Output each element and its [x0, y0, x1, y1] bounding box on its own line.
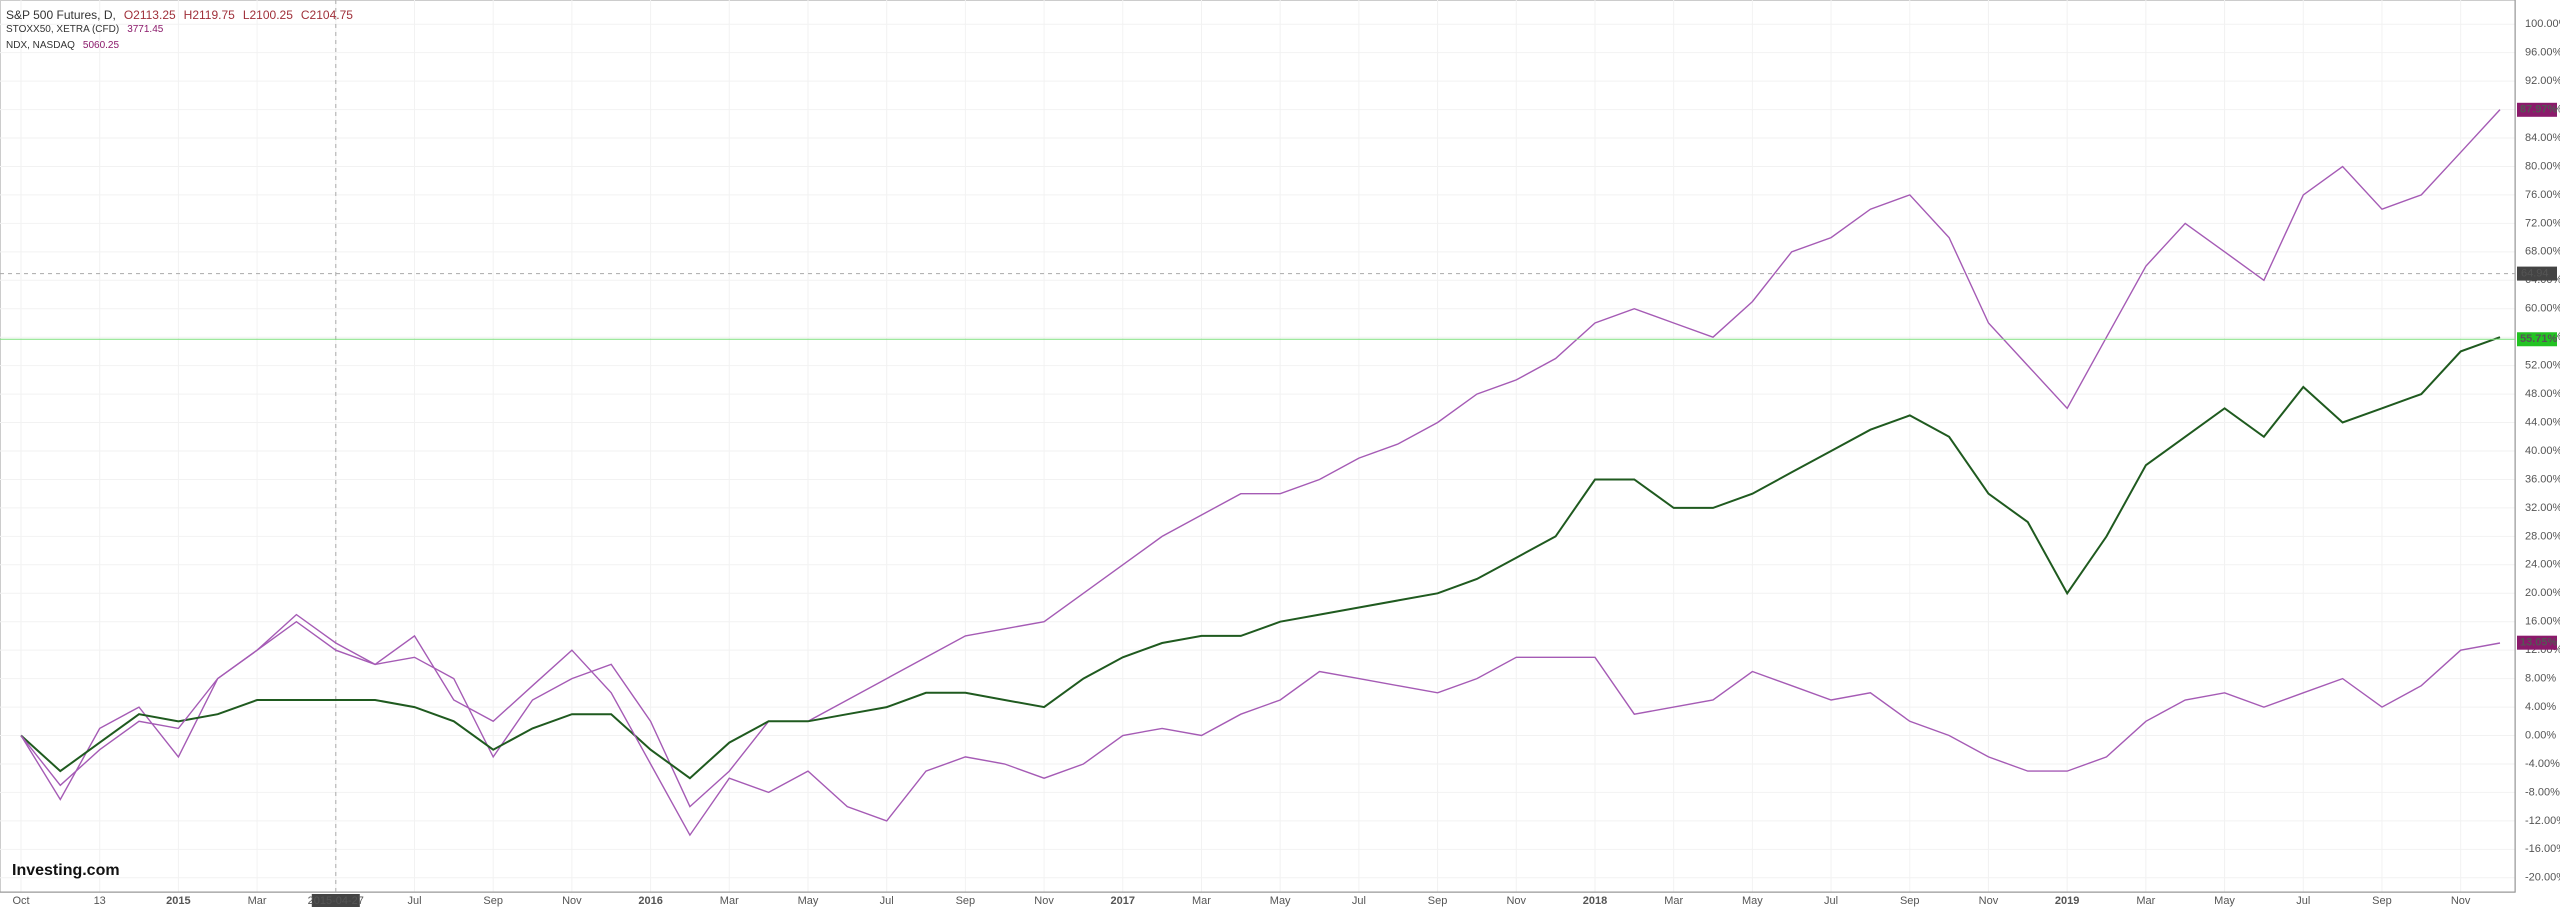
- series-line: [20, 109, 2501, 808]
- legend-entry: STOXX50, XETRA (CFD): [6, 24, 120, 35]
- series-line: [20, 336, 2501, 780]
- x-tick-label: Jul: [2296, 895, 2310, 907]
- legend-price: 5060.25: [82, 40, 120, 51]
- legend-entry: NDX, NASDAQ: [6, 40, 75, 51]
- header-compare: STOXX50, XETRA (CFD) 3771.45: [6, 24, 171, 35]
- y-tick-label: 60.00%: [2525, 303, 2560, 315]
- x-tick-label: 13: [94, 895, 106, 907]
- x-tick-label: Oct: [12, 895, 29, 907]
- price-tag: [2517, 635, 2557, 650]
- x-tick-label: Jul: [407, 895, 421, 907]
- ohlc: L2100.25: [242, 8, 293, 22]
- x-tick-label: 2015: [166, 895, 190, 907]
- x-tick-label: May: [1270, 895, 1291, 907]
- x-tick-label: Mar: [720, 895, 739, 907]
- crosshair-label: 64.94: [2521, 268, 2549, 280]
- x-tick-label: May: [798, 895, 819, 907]
- x-tick-label: 2017: [1111, 895, 1135, 907]
- y-tick-label: 28.00%: [2525, 530, 2560, 542]
- x-tick-label: Sep: [483, 895, 503, 907]
- x-tick-label: 2016: [638, 895, 662, 907]
- series-line: [20, 613, 2501, 837]
- legend-price: 3771.45: [127, 24, 164, 35]
- x-tick-label: Jul: [1824, 895, 1838, 907]
- ohlc: O2113.25: [123, 8, 176, 22]
- y-tick-label: 100.00%: [2525, 18, 2560, 30]
- y-tick-label: 8.00%: [2525, 673, 2556, 685]
- y-tick-label: 92.00%: [2525, 75, 2560, 87]
- x-tick-label: 2018: [1583, 895, 1607, 907]
- y-tick-label: -4.00%: [2525, 758, 2560, 770]
- y-tick-label: -20.00%: [2525, 872, 2560, 884]
- symbol: S&P 500 Futures, D,: [6, 8, 116, 22]
- x-tick-label: 2015-04-27: [308, 895, 364, 907]
- y-tick-label: -8.00%: [2525, 786, 2560, 798]
- y-tick-label: 80.00%: [2525, 160, 2560, 172]
- x-tick-label: Nov: [1979, 895, 1999, 907]
- y-tick-label: 36.00%: [2525, 473, 2560, 485]
- x-tick-label: Mar: [248, 895, 267, 907]
- price-tag: [2517, 102, 2557, 117]
- ohlc: C2104.75: [300, 8, 353, 22]
- y-tick-label: 4.00%: [2525, 701, 2556, 713]
- y-tick-label: -12.00%: [2525, 815, 2560, 827]
- y-tick-label: 84.00%: [2525, 132, 2560, 144]
- y-tick-label: -16.00%: [2525, 843, 2560, 855]
- x-tick-label: Nov: [1034, 895, 1054, 907]
- price-tag-label: 87.97%: [2520, 104, 2558, 116]
- y-tick-label: 0.00%: [2525, 729, 2556, 741]
- header-compare: NDX, NASDAQ 5060.25: [6, 40, 127, 51]
- y-tick-label: 16.00%: [2525, 616, 2560, 628]
- logo: Investing.com: [12, 862, 120, 879]
- x-tick-label: May: [2214, 895, 2235, 907]
- x-tick-label: Sep: [956, 895, 976, 907]
- header-main: S&P 500 Futures, D, O2113.25 H2119.75 L2100…: [6, 8, 361, 22]
- y-tick-label: 44.00%: [2525, 416, 2560, 428]
- x-tick-label: 2019: [2055, 895, 2079, 907]
- x-tick-label: May: [1742, 895, 1763, 907]
- y-tick-label: 24.00%: [2525, 559, 2560, 571]
- x-tick-label: Sep: [1428, 895, 1448, 907]
- x-tick-label: Nov: [562, 895, 582, 907]
- y-tick-label: 76.00%: [2525, 189, 2560, 201]
- y-tick-label: 32.00%: [2525, 502, 2560, 514]
- y-tick-label: 40.00%: [2525, 445, 2560, 457]
- x-tick-label: Sep: [1900, 895, 1920, 907]
- y-tick-label: 72.00%: [2525, 217, 2560, 229]
- price-tag-label: 55.71%: [2520, 333, 2558, 345]
- y-tick-label: 52.00%: [2525, 360, 2560, 372]
- y-tick-label: 96.00%: [2525, 47, 2560, 59]
- x-tick-label: Mar: [1192, 895, 1211, 907]
- x-tick-label: Jul: [880, 895, 894, 907]
- y-tick-label: 68.00%: [2525, 246, 2560, 258]
- x-tick-label: Nov: [2451, 895, 2471, 907]
- y-tick-label: 20.00%: [2525, 587, 2560, 599]
- plot-border: [0, 0, 2516, 893]
- x-tick-label: Mar: [1664, 895, 1683, 907]
- price-tag-label: 13.05%: [2520, 637, 2558, 649]
- crosshair-tag: [2517, 266, 2557, 281]
- x-tick-label: Sep: [2372, 895, 2392, 907]
- price-tag: [2517, 332, 2557, 347]
- x-tick-label: Mar: [2136, 895, 2155, 907]
- ohlc: H2119.75: [183, 8, 235, 22]
- x-tick-label: Jul: [1352, 895, 1366, 907]
- crosshair-x-tag: [311, 894, 360, 907]
- x-tick-label: Nov: [1506, 895, 1526, 907]
- y-tick-label: 48.00%: [2525, 388, 2560, 400]
